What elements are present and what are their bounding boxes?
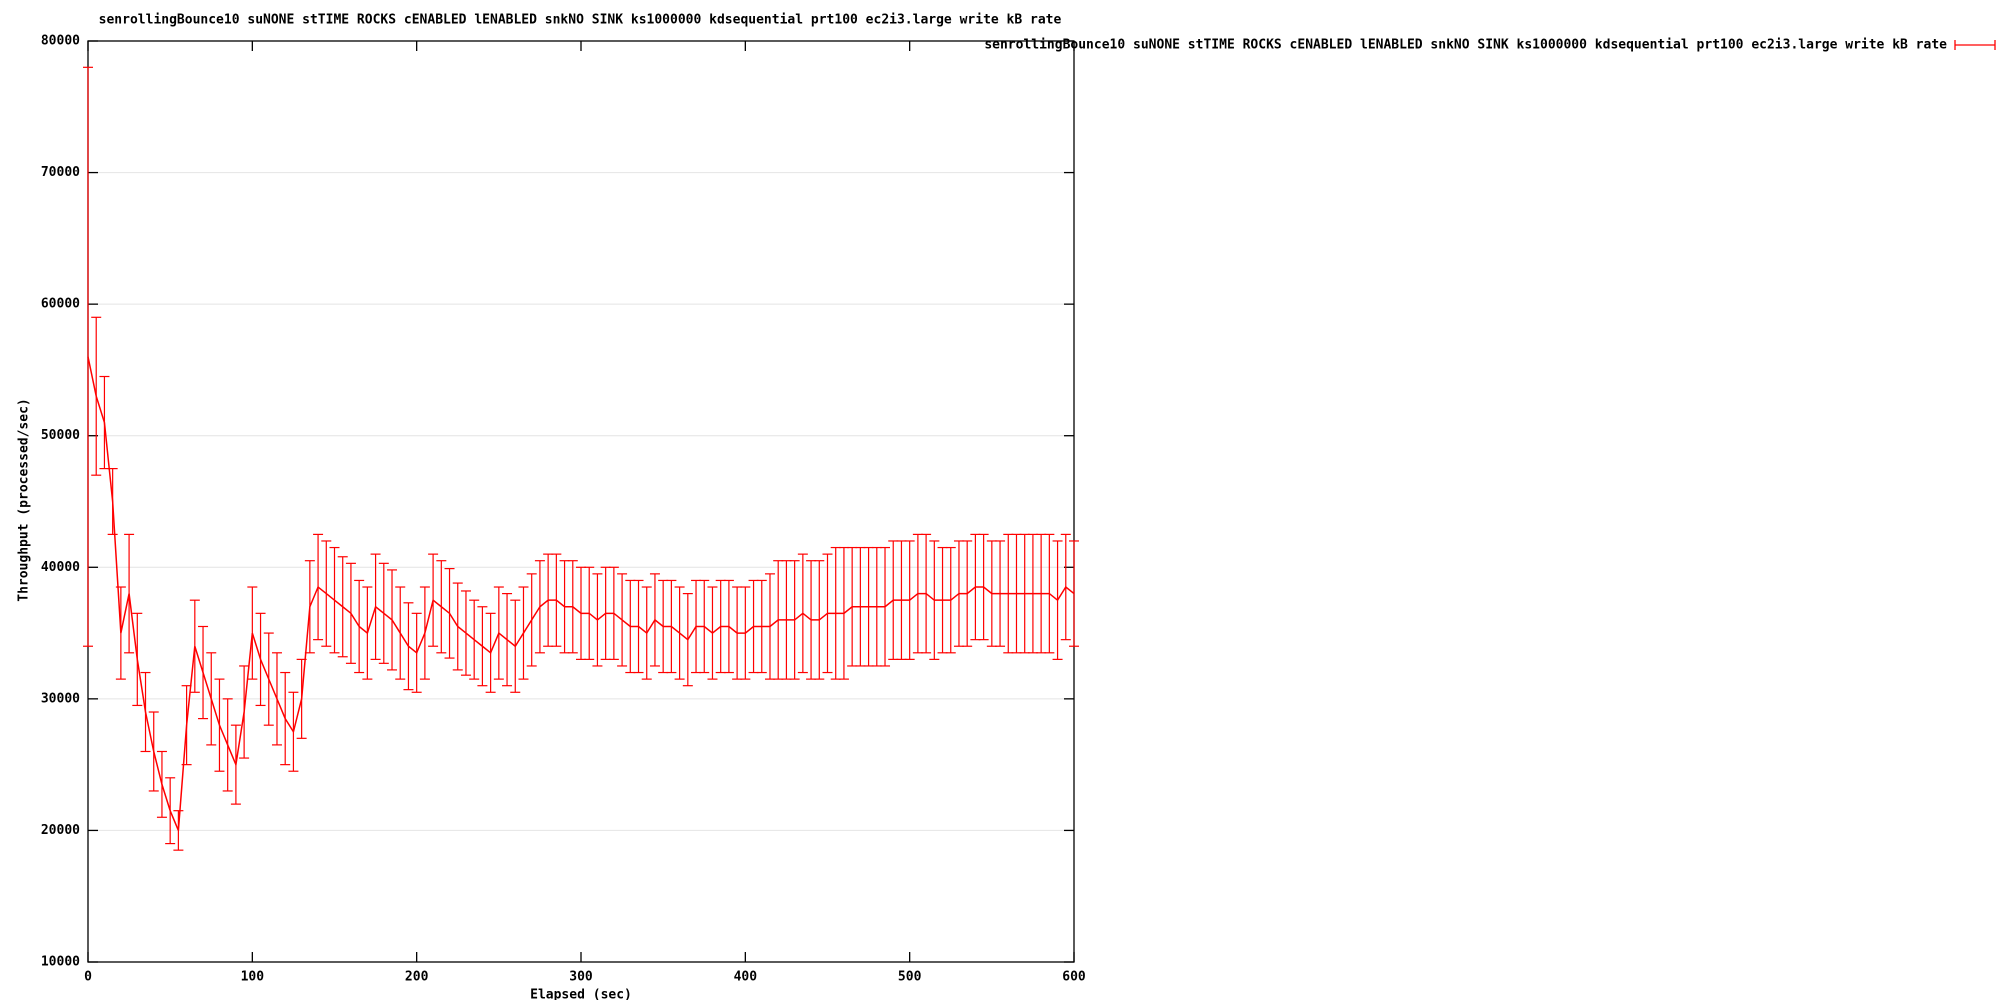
- x-tick-label: 200: [405, 970, 429, 985]
- y-tick-label: 60000: [41, 297, 80, 312]
- y-tick-label: 50000: [41, 428, 80, 443]
- mean-line: [87, 356, 1075, 831]
- x-tick-label: 300: [569, 970, 593, 985]
- y-tick-label: 20000: [41, 823, 80, 838]
- y-tick-label: 70000: [41, 165, 80, 180]
- legend-label: senrollingBounce10 suNONE stTIME ROCKS c…: [984, 38, 1947, 53]
- y-tick-label: 10000: [41, 955, 80, 970]
- x-tick-label: 100: [241, 970, 265, 985]
- y-tick-label: 80000: [41, 34, 80, 49]
- x-axis-label: Elapsed (sec): [530, 988, 632, 1000]
- x-tick-label: 0: [84, 970, 92, 985]
- y-tick-label: 30000: [41, 691, 80, 706]
- y-axis-label: Throughput (processed/sec): [17, 398, 32, 602]
- x-tick-label: 400: [734, 970, 758, 985]
- y-tick-label: 40000: [41, 560, 80, 575]
- x-tick-label: 500: [898, 970, 922, 985]
- x-tick-label: 600: [1062, 970, 1086, 985]
- chart-title: senrollingBounce10 suNONE stTIME ROCKS c…: [99, 13, 1062, 28]
